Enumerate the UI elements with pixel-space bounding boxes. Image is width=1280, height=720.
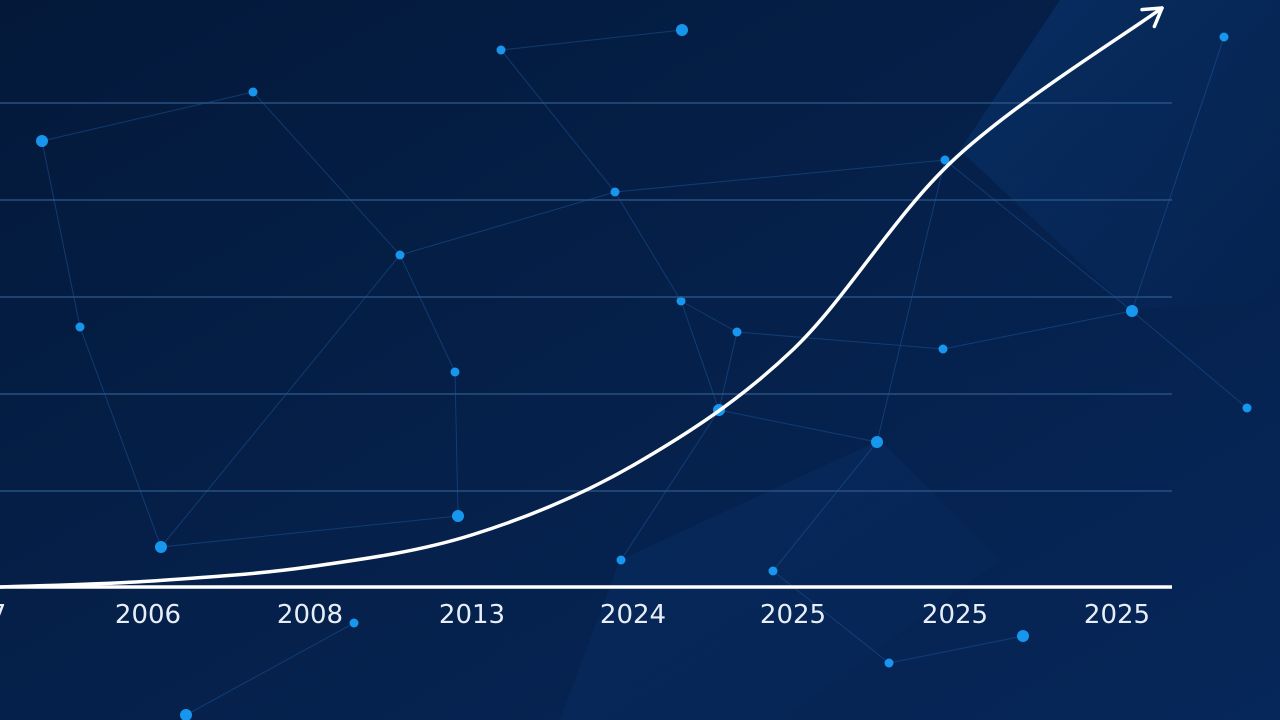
x-tick-label: 2013 [439,600,505,630]
mesh-node [155,541,167,553]
x-tick-label: 2008 [277,600,343,630]
mesh-node [450,367,460,377]
mesh-node [938,344,948,354]
mesh-line [718,409,878,443]
x-tick-label: 2025 [760,600,826,630]
mesh-line [718,331,738,411]
mesh-node [1219,32,1229,42]
mesh-node [1126,305,1138,317]
mesh-node [349,618,359,628]
mesh-node [1242,403,1252,413]
x-tick-labels: 7 2006 2008 2013 2024 2025 2025 2025 [0,600,1150,630]
mesh-line [500,49,616,193]
mesh-node [732,327,742,337]
mesh-node [248,87,258,97]
mesh-line [942,310,1133,350]
mesh-node [676,296,686,306]
x-tick-label: 2025 [1084,600,1150,630]
mesh-node [1017,630,1029,642]
mesh-node [676,24,688,36]
mesh-line [944,159,1133,312]
mesh-line [160,515,459,548]
mesh-line [680,300,720,411]
mesh-line [620,409,720,561]
mesh-node [768,566,778,576]
mesh-node [871,436,883,448]
mesh-line [79,326,162,548]
mesh-line [160,254,401,548]
curve-arrowhead [1140,6,1164,29]
x-tick-label: 7 [0,600,6,630]
mesh-node [884,658,894,668]
background-glow-facet [560,440,1000,720]
mesh-line [399,191,616,256]
growth-curve [0,6,1164,589]
mesh-line [736,331,944,350]
mesh-line [680,300,738,333]
x-tick-label: 2024 [600,600,666,630]
mesh-node [940,155,950,165]
mesh-line [185,622,355,716]
mesh-line [772,441,878,572]
mesh-node [36,135,48,147]
mesh-node [616,555,626,565]
background-glow-facet [960,0,1280,310]
mesh-line [614,159,946,193]
mesh-node [610,187,620,197]
x-tick-label: 2025 [922,600,988,630]
mesh-node [395,250,405,260]
mesh-node [180,709,192,720]
curve-layer [0,6,1164,589]
mesh-line [888,635,1024,664]
mesh-line [614,191,682,302]
mesh-line [1131,36,1225,312]
mesh-node [496,45,506,55]
mesh-node [452,510,464,522]
mesh-line [41,91,254,142]
mesh-line [399,254,456,373]
mesh-line [500,29,683,51]
mesh-line [1131,310,1248,409]
mesh-line [252,91,401,256]
mesh-node [75,322,85,332]
x-tick-label: 2006 [115,600,181,630]
